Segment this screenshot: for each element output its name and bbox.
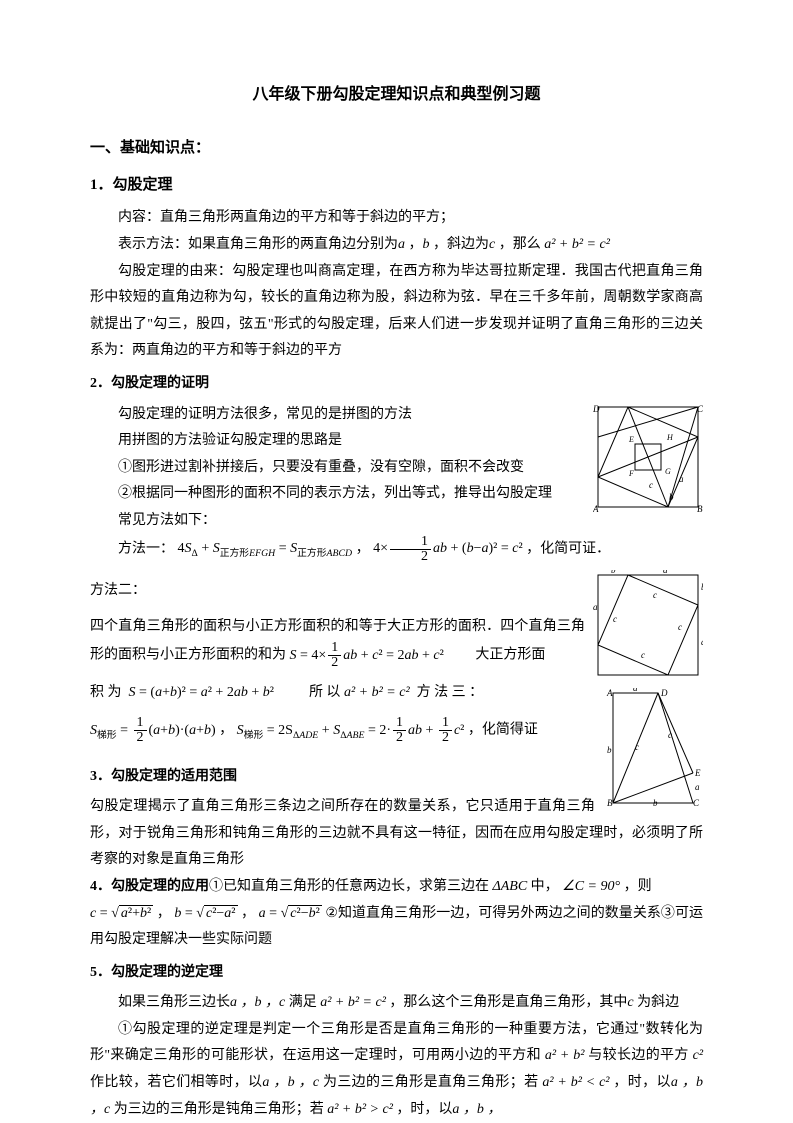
figure-2-tilted-square: b a b a a c c c c (593, 570, 703, 680)
abc-list-2: a ，b ，c (262, 1075, 319, 1090)
eq-gt: a² + b² > c² (327, 1102, 393, 1117)
s2-p5: 常见方法如下： (90, 508, 703, 535)
svg-text:b: b (611, 570, 616, 575)
s2-m1-eq2: 4×12ab + (b−a)² = c² (373, 541, 523, 556)
s2-m2-eq1: S = 4×12ab + c² = 2ab + c² (290, 648, 444, 663)
s5-p1a: 如果三角形三边长 (118, 995, 230, 1010)
s2-m1-eq1: 4SΔ + S正方形EFGH = S正方形ABCD (178, 541, 353, 556)
s4-heading: 4．勾股定理的应用 (90, 879, 209, 894)
svg-text:b: b (653, 798, 658, 808)
s2-heading: 2．勾股定理的证明 (90, 371, 703, 398)
s5-p2e: ，时，以 (613, 1075, 670, 1090)
s5-p1c: ，那么这个三角形是直角三角形，其中 (389, 995, 627, 1010)
svg-text:a: a (695, 782, 700, 792)
svg-text:c: c (649, 480, 653, 490)
s4-eq-a: a = c²−b² (259, 906, 322, 921)
svg-text:a: a (701, 637, 703, 647)
eq-a2b2: a² + b² (545, 1048, 585, 1063)
s1-p3: 勾股定理的由来：勾股定理也叫商高定理，在西方称为毕达哥拉斯定理．我国古代把直角三… (90, 259, 703, 365)
s2-m3-eq1: S梯形 = 12(a+b)·(a+b) (90, 723, 216, 738)
s4-pC: ，则 (624, 879, 652, 894)
s4-pB: 中， (531, 879, 559, 894)
var-b: b (423, 237, 430, 252)
svg-text:a: a (663, 570, 668, 575)
tri-abc: ΔABC (493, 879, 528, 894)
s1-p2: 表示方法：如果直角三角形的两直角边分别为a ，b ，斜边为c ，那么 a² + … (90, 232, 703, 259)
s2-m2-pb: 大正方形面 (447, 648, 545, 663)
s4-eq-c: c = a²+b² (90, 906, 153, 921)
s2-m3-eq2: S梯形 = 2SΔADE + SΔABE = 2·12ab + 12c² (237, 723, 465, 738)
section-1-heading: 一、基础知识点： (90, 134, 703, 163)
eq-pyth-2: a² + b² = c² (344, 685, 410, 700)
figure-3-trapezoid: A D a b c c E a B b C (603, 688, 703, 808)
svg-text:C: C (693, 798, 700, 808)
svg-text:A: A (606, 688, 613, 698)
svg-text:C: C (697, 404, 703, 414)
svg-text:G: G (665, 467, 671, 476)
var-c-2: c (627, 995, 633, 1010)
s5-p2f: 为三边的三角形是钝角三角形；若 (114, 1102, 324, 1117)
s1-p1: 内容：直角三角形两直角边的平方和等于斜边的平方； (90, 205, 703, 232)
s2-m2-p3c: 方 法 三 ： (417, 685, 484, 700)
eq-c2: c² (693, 1048, 703, 1063)
s4-p2-line: c = a²+b² ， b = c²−a² ， a = c²−b² ②知道直角三… (90, 901, 703, 954)
svg-text:b: b (607, 745, 612, 755)
svg-text:H: H (666, 433, 674, 442)
s2-m3-end: ，化简得证 (468, 723, 538, 738)
s4-eq-b: b = c²−a² (174, 906, 237, 921)
svg-text:c: c (613, 614, 617, 624)
svg-text:a: a (679, 474, 684, 484)
s5-heading: 5．勾股定理的逆定理 (90, 960, 703, 987)
eq-pyth-1: a² + b² = c² (544, 237, 610, 252)
svg-text:D: D (593, 404, 600, 414)
svg-text:c: c (668, 730, 672, 740)
figure-1-square-inner-square: D C A B H G F E a b c (593, 402, 703, 512)
s5-p2g: ，时，以 (396, 1102, 452, 1117)
var-a: a (398, 237, 405, 252)
svg-text:a: a (633, 688, 638, 693)
angle-c90: ∠C = 90° (562, 879, 620, 894)
var-c: c (489, 237, 495, 252)
svg-text:E: E (628, 435, 634, 444)
s2-method1: 方法一： 4SΔ + S正方形EFGH = S正方形ABCD ， 4×12ab … (90, 535, 703, 564)
s2-m1-label: 方法一： (118, 541, 174, 556)
s4: 4．勾股定理的应用①已知直角三角形的任意两边长，求第三边在 ΔABC 中， ∠C… (90, 874, 703, 901)
s1-p2-b: ，斜边为 (433, 237, 489, 252)
s4-pA: ①已知直角三角形的任意两边长，求第三边在 (209, 879, 489, 894)
s2-m2-p3a: 积 为 (90, 685, 122, 700)
ab-list: a ，b ， (452, 1102, 501, 1117)
s1-p2-c: ，那么 (499, 237, 541, 252)
eq-lt: a² + b² < c² (542, 1075, 609, 1090)
s5-p2: ①勾股定理的逆定理是判定一个三角形是否是直角三角形的一种重要方法，它通过"数转化… (90, 1017, 703, 1123)
s5-p2b: 与较长边的平方 (588, 1048, 688, 1063)
svg-text:B: B (697, 504, 703, 512)
page-title: 八年级下册勾股定理知识点和典型例习题 (90, 80, 703, 110)
svg-text:c: c (653, 590, 657, 600)
s5-p2d: 为三边的三角形是直角三角形；若 (323, 1075, 538, 1090)
s5-p1: 如果三角形三边长a ，b ，c 满足 a² + b² = c² ，那么这个三角形… (90, 990, 703, 1017)
svg-text:D: D (660, 688, 668, 698)
svg-text:c: c (678, 622, 682, 632)
svg-text:b: b (669, 492, 674, 502)
eq-pyth-3: a² + b² = c² (320, 995, 386, 1010)
svg-text:E: E (694, 768, 701, 778)
s2-m1-end: ，化简可证． (526, 541, 610, 556)
s5-p1b: 满足 (289, 995, 317, 1010)
s5-p1d: 为斜边 (637, 995, 679, 1010)
svg-text:F: F (628, 469, 634, 478)
svg-text:B: B (607, 798, 613, 808)
s2-m2-eq2: S = (a+b)² = a² + 2ab + b² (125, 685, 274, 700)
s1-p2-a: 表示方法：如果直角三角形的两直角边分别为 (118, 237, 398, 252)
s2-m2-p3b: 所 以 (309, 685, 341, 700)
svg-text:A: A (593, 504, 599, 512)
s5-p2c: 作比较，若它们相等时，以 (90, 1075, 262, 1090)
abc-list-1: a ，b ，c (230, 995, 285, 1010)
svg-text:a: a (593, 602, 598, 612)
svg-text:b: b (701, 582, 703, 592)
svg-text:c: c (635, 742, 639, 752)
svg-text:c: c (641, 650, 645, 660)
s1-heading: 1．勾股定理 (90, 171, 703, 200)
